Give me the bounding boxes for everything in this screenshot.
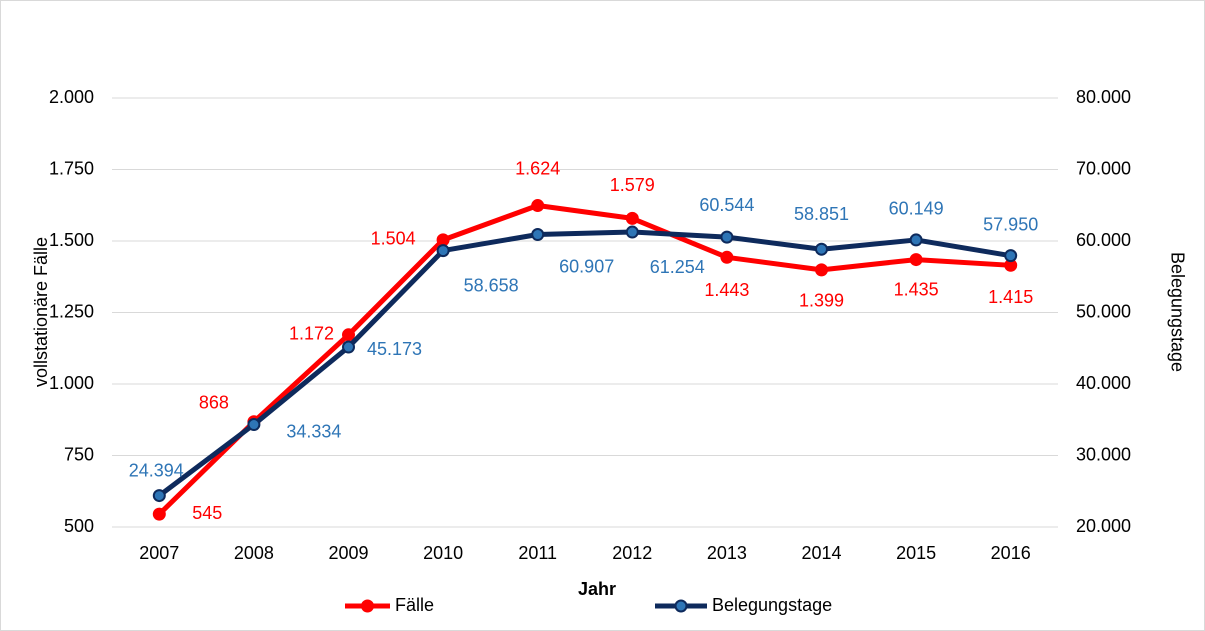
point-marker: [152, 489, 166, 503]
point-marker: [625, 211, 639, 225]
y2-tick-label: 30.000: [1076, 444, 1131, 464]
data-label: 61.254: [650, 257, 705, 277]
x-tick-label: 2007: [139, 543, 179, 563]
y-tick-label: 2.000: [49, 87, 94, 107]
series-line: [157, 229, 1012, 498]
x-tick-label: 2016: [991, 543, 1031, 563]
legend-marker: [361, 599, 374, 613]
point-marker: [436, 233, 450, 247]
x-tick-label: 2009: [328, 543, 368, 563]
data-label: 34.334: [286, 421, 341, 441]
data-label: 1.579: [610, 175, 655, 195]
data-label: 1.624: [515, 158, 560, 178]
point-marker: [720, 250, 734, 264]
y2-tick-label: 70.000: [1076, 158, 1131, 178]
data-label: 1.172: [289, 324, 334, 344]
y2-tick-label: 20.000: [1076, 516, 1131, 536]
data-label: 58.851: [794, 204, 849, 224]
y-tick-label: 1.750: [49, 158, 94, 178]
series-line: [157, 203, 1011, 516]
y-tick-label: 750: [64, 444, 94, 464]
point-marker: [909, 253, 923, 267]
point-marker: [342, 328, 355, 342]
y2-tick-label: 80.000: [1076, 87, 1131, 107]
x-tick-label: 2015: [896, 543, 936, 563]
point-marker: [342, 340, 355, 354]
point-marker: [815, 242, 828, 256]
data-label: 60.149: [889, 199, 944, 219]
y-axis-title: vollstationäre Fälle: [31, 237, 51, 387]
point-marker: [909, 233, 923, 247]
x-tick-label: 2014: [801, 543, 841, 563]
data-label: 1.435: [894, 279, 939, 299]
point-marker: [625, 225, 639, 239]
y2-tick-label: 50.000: [1076, 301, 1131, 321]
x-tick-label: 2012: [612, 543, 652, 563]
x-tick-label: 2010: [423, 543, 463, 563]
data-label: 60.907: [559, 256, 614, 276]
point-marker: [531, 199, 545, 213]
data-label: 1.504: [371, 229, 416, 249]
point-marker: [531, 228, 545, 242]
point-marker: [815, 263, 828, 277]
y-tick-label: 1.250: [49, 301, 94, 321]
point-marker: [436, 244, 450, 258]
y-tick-label: 500: [64, 516, 94, 536]
y-tick-label: 1.000: [49, 373, 94, 393]
y2-tick-label: 60.000: [1076, 230, 1131, 250]
data-label: 58.658: [464, 275, 519, 295]
data-label: 545: [192, 503, 222, 523]
point-marker: [247, 418, 261, 432]
point-marker: [152, 507, 166, 521]
data-label: 1.399: [799, 291, 844, 311]
point-marker: [720, 230, 734, 244]
x-tick-label: 2013: [707, 543, 747, 563]
legend-marker: [674, 599, 688, 613]
y2-tick-label: 40.000: [1076, 373, 1131, 393]
data-label: 1.415: [988, 287, 1033, 307]
legend-label: Fälle: [395, 595, 434, 615]
data-label: 1.443: [704, 280, 749, 300]
x-tick-label: 2011: [518, 543, 557, 563]
y-tick-label: 1.500: [49, 230, 94, 250]
data-label: 868: [199, 393, 229, 413]
data-label: 45.173: [367, 339, 422, 359]
data-label: 57.950: [983, 214, 1038, 234]
y2-axis-title: Belegungstage: [1167, 252, 1187, 372]
data-label: 60.544: [699, 195, 754, 215]
x-tick-label: 2008: [234, 543, 274, 563]
x-axis-title: Jahr: [578, 579, 616, 599]
point-marker: [1004, 249, 1018, 263]
legend-label: Belegungstage: [712, 595, 832, 615]
data-label: 24.394: [129, 460, 184, 480]
